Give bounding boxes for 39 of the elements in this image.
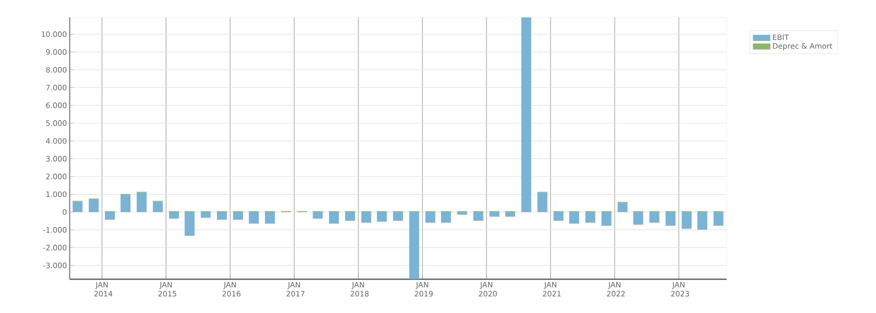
bar [554,212,564,221]
bar [184,212,195,236]
bar [345,212,356,221]
bar [248,212,259,224]
bar [505,212,516,217]
bar [152,202,163,212]
bar [88,199,99,212]
bar [601,212,612,226]
bar [120,194,130,212]
bar [312,212,323,219]
bar [473,212,484,221]
bar [216,212,227,220]
bar [104,212,115,220]
bar [569,212,580,224]
bar [264,212,275,224]
bar [136,192,147,212]
bar [169,212,179,219]
bar [361,212,372,223]
bar [537,192,548,212]
bar [376,212,387,222]
bar [618,202,628,212]
bar [633,212,644,225]
bar [393,212,403,221]
bar [713,212,724,226]
bar [409,212,420,280]
bar [440,212,451,223]
bar [328,212,339,224]
bar [425,212,436,223]
bar [585,212,596,223]
bar [200,212,211,218]
bar [649,212,660,223]
bar [697,212,708,230]
bar [457,212,468,215]
bar [682,212,692,229]
bar [521,17,532,212]
bar [666,212,676,226]
bar [233,212,244,220]
bar [489,212,500,217]
bar [72,202,83,212]
